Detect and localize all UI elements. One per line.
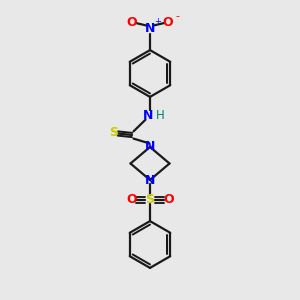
Text: -: - xyxy=(175,11,179,22)
Text: N: N xyxy=(143,109,154,122)
Text: +: + xyxy=(154,17,161,26)
Text: O: O xyxy=(163,16,173,29)
Text: S: S xyxy=(109,126,118,140)
Text: N: N xyxy=(145,140,155,154)
Text: N: N xyxy=(145,173,155,187)
Text: N: N xyxy=(145,22,155,35)
Text: O: O xyxy=(163,193,174,206)
Text: O: O xyxy=(126,193,137,206)
Text: S: S xyxy=(146,193,154,206)
Text: O: O xyxy=(127,16,137,29)
Text: H: H xyxy=(155,109,164,122)
